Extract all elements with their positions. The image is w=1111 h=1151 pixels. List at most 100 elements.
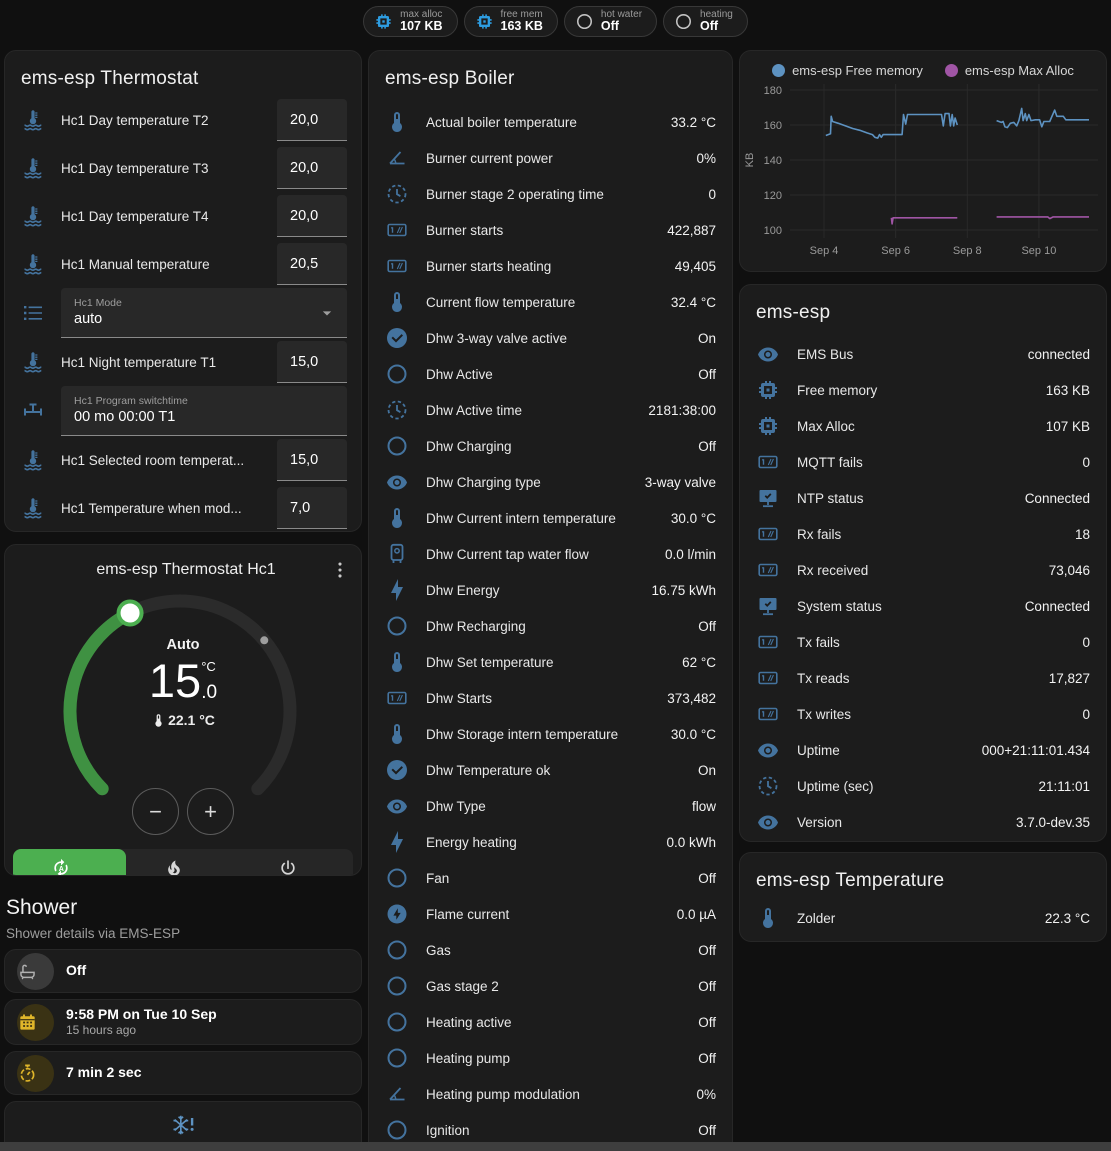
entity-row-ignition[interactable]: Ignition Off [369, 1112, 732, 1148]
temp-increase-button[interactable]: + [187, 788, 234, 835]
entity-name: Dhw Temperature ok [426, 762, 551, 778]
number-input[interactable]: 15,0 [277, 341, 347, 383]
entity-row-dhw-storage-intern-temperature[interactable]: Dhw Storage intern temperature 30.0 °C [369, 716, 732, 752]
entity-row-current-flow-temperature[interactable]: Current flow temperature 32.4 °C [369, 284, 732, 320]
calendar-icon [17, 1012, 38, 1033]
entity-value: Off [698, 1122, 716, 1138]
entity-name: Hc1 Selected room temperat... [61, 452, 245, 468]
entity-row-dhw-charging[interactable]: Dhw Charging Off [369, 428, 732, 464]
entity-row-ems-bus[interactable]: EMS Bus connected [740, 336, 1106, 372]
switchtime-input[interactable]: Hc1 Program switchtime 00 mo 00:00 T1 [61, 386, 347, 436]
entity-value: 33.2 °C [670, 114, 716, 130]
badge-hot-water[interactable]: hot water Off [563, 6, 658, 37]
card-title: ems-esp Boiler [385, 68, 515, 89]
temp-decrease-button[interactable]: − [132, 788, 179, 835]
shower-tile-2[interactable]: 7 min 2 sec [4, 1051, 362, 1095]
circle-icon [674, 12, 693, 31]
entity-value: 0 [1082, 454, 1090, 470]
entity-row-gas[interactable]: Gas Off [369, 932, 732, 968]
entity-row-dhw-temperature-ok[interactable]: Dhw Temperature ok On [369, 752, 732, 788]
entity-row-burner-starts-heating[interactable]: Burner starts heating 49,405 [369, 248, 732, 284]
eye-icon [756, 810, 780, 834]
entity-row-mqtt-fails[interactable]: MQTT fails 0 [740, 444, 1106, 480]
bath-icon [17, 961, 38, 982]
entity-row-gas-stage-2[interactable]: Gas stage 2 Off [369, 968, 732, 1004]
badge-max-alloc[interactable]: max alloc 107 KB [363, 6, 458, 37]
entity-row-heating-pump-modulation[interactable]: Heating pump modulation 0% [369, 1076, 732, 1112]
entity-row-dhw-current-intern-temperature[interactable]: Dhw Current intern temperature 30.0 °C [369, 500, 732, 536]
entity-row-dhw-active-time[interactable]: Dhw Active time 2181:38:00 [369, 392, 732, 428]
hvac-mode-off-button[interactable] [240, 849, 353, 876]
entity-row-hc1-manual-temperature: Hc1 Manual temperature 20,5 [5, 240, 361, 288]
number-input[interactable]: 20,0 [277, 99, 347, 141]
number-value: 20,0 [290, 111, 319, 128]
entity-row-ntp-status[interactable]: NTP status Connected [740, 480, 1106, 516]
eye-icon [385, 794, 409, 818]
entity-row-zolder[interactable]: Zolder 22.3 °C [740, 900, 1106, 936]
badge-heating[interactable]: heating Off [663, 6, 748, 37]
shower-tile-1[interactable]: 9:58 PM on Tue 10 Sep 15 hours ago [4, 999, 362, 1045]
entity-row-tx-writes[interactable]: Tx writes 0 [740, 696, 1106, 732]
entity-row-dhw-set-temperature[interactable]: Dhw Set temperature 62 °C [369, 644, 732, 680]
entity-row-heating-active[interactable]: Heating active Off [369, 1004, 732, 1040]
hvac-mode-heat-button[interactable] [126, 849, 239, 875]
entity-row-fan[interactable]: Fan Off [369, 860, 732, 896]
number-input[interactable]: 20,0 [277, 147, 347, 189]
entity-value: 3-way valve [644, 474, 716, 490]
entity-row-free-memory[interactable]: Free memory 163 KB [740, 372, 1106, 408]
field-label: Hc1 Program switchtime [74, 394, 188, 407]
entity-row-dhw-energy[interactable]: Dhw Energy 16.75 kWh [369, 572, 732, 608]
number-value: 15,0 [290, 451, 319, 468]
entity-row-burner-current-power[interactable]: Burner current power 0% [369, 140, 732, 176]
hvac-mode-auto-button[interactable]: A [13, 849, 127, 875]
entity-row-burner-stage-2-operating-time[interactable]: Burner stage 2 operating time 0 [369, 176, 732, 212]
flash-circle-icon [385, 902, 409, 926]
entity-row-actual-boiler-temperature[interactable]: Actual boiler temperature 33.2 °C [369, 104, 732, 140]
number-input[interactable]: 20,0 [277, 195, 347, 237]
entity-row-tx-fails[interactable]: Tx fails 0 [740, 624, 1106, 660]
entity-row-max-alloc[interactable]: Max Alloc 107 KB [740, 408, 1106, 444]
number-input[interactable]: 20,5 [277, 243, 347, 285]
power-icon [278, 858, 298, 876]
entity-name: Actual boiler temperature [426, 114, 577, 130]
number-input[interactable]: 15,0 [277, 439, 347, 481]
entity-row-burner-starts[interactable]: Burner starts 422,887 [369, 212, 732, 248]
entity-row-dhw-charging-type[interactable]: Dhw Charging type 3-way valve [369, 464, 732, 500]
entity-row-dhw-starts[interactable]: Dhw Starts 373,482 [369, 680, 732, 716]
legend-item-0[interactable]: ems-esp Free memory [772, 63, 923, 78]
legend-item-1[interactable]: ems-esp Max Alloc [944, 63, 1074, 78]
entity-row-dhw-3-way-valve-active[interactable]: Dhw 3-way valve active On [369, 320, 732, 356]
entity-value: Off [698, 438, 716, 454]
entity-value: 0% [696, 1086, 716, 1102]
number-input[interactable]: 7,0 [277, 487, 347, 529]
shower-tile-0[interactable]: Off [4, 949, 362, 993]
entity-row-heating-pump[interactable]: Heating pump Off [369, 1040, 732, 1076]
entity-row-dhw-recharging[interactable]: Dhw Recharging Off [369, 608, 732, 644]
entity-row-uptime[interactable]: Uptime 000+21:11:01.434 [740, 732, 1106, 768]
entity-row-flame-current[interactable]: Flame current 0.0 µA [369, 896, 732, 932]
entity-row-uptime-sec-[interactable]: Uptime (sec) 21:11:01 [740, 768, 1106, 804]
entity-row-rx-received[interactable]: Rx received 73,046 [740, 552, 1106, 588]
chip-icon [756, 414, 780, 438]
kebab-menu-icon[interactable] [329, 559, 351, 581]
dial-handle[interactable] [116, 599, 144, 627]
entity-row-system-status[interactable]: System status Connected [740, 588, 1106, 624]
entity-row-tx-reads[interactable]: Tx reads 17,827 [740, 660, 1106, 696]
entity-name: Dhw Recharging [426, 618, 526, 634]
entity-row-energy-heating[interactable]: Energy heating 0.0 kWh [369, 824, 732, 860]
legend-dot [772, 64, 786, 77]
horizontal-scrollbar[interactable] [0, 1142, 1111, 1151]
monitor-check-icon [756, 594, 780, 618]
badge-free-mem[interactable]: free mem 163 KB [463, 6, 558, 37]
entity-row-dhw-current-tap-water-flow[interactable]: Dhw Current tap water flow 0.0 l/min [369, 536, 732, 572]
field-value: auto [74, 311, 103, 327]
entity-value: 3.7.0-dev.35 [1015, 814, 1090, 830]
tile-title: Off [66, 962, 87, 979]
entity-name: Burner starts heating [426, 258, 552, 274]
entity-row-version[interactable]: Version 3.7.0-dev.35 [740, 804, 1106, 840]
entity-row-dhw-active[interactable]: Dhw Active Off [369, 356, 732, 392]
thermostat-dial[interactable] [5, 583, 361, 813]
entity-row-dhw-type[interactable]: Dhw Type flow [369, 788, 732, 824]
entity-row-rx-fails[interactable]: Rx fails 18 [740, 516, 1106, 552]
mode-select[interactable]: Hc1 Mode auto [61, 288, 347, 338]
